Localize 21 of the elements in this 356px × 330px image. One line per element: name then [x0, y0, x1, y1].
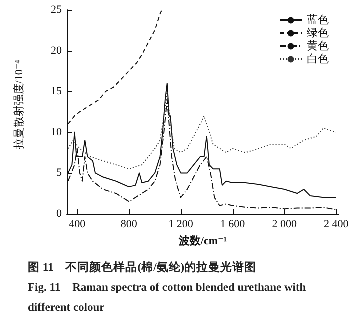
x-axis-title: 波数/cm⁻¹ [178, 234, 228, 248]
y-tick-label: 0 [56, 208, 62, 220]
line-series [68, 91, 337, 170]
x-tick-label: 400 [69, 218, 86, 230]
x-tick-label: 2 400 [324, 218, 350, 230]
caption: 图 11 不同颜色样品(棉/氨纶)的拉曼光谱图 [28, 260, 257, 274]
legend-label: 绿色 [307, 28, 329, 40]
legend-label: 白色 [307, 54, 329, 66]
y-tick-label: 10 [51, 126, 62, 138]
caption: Fig. 11 Raman spectra of cotton blended urethane with different colour [28, 282, 310, 314]
y-axis-title: 拉曼散射强度/10⁻⁴ [12, 60, 26, 150]
y-tick-label: 5 [56, 167, 62, 180]
y-tick-label: 15 [51, 86, 62, 98]
x-tick-label: 800 [120, 218, 138, 230]
x-tick-label: 2 000 [272, 218, 298, 230]
y-tick-label: 20 [51, 44, 62, 57]
legend-label: 蓝色 [307, 14, 329, 26]
x-tick-label: 1 200 [168, 218, 194, 230]
x-tick-label: 1 600 [220, 218, 246, 230]
legend-label: 黄色 [307, 40, 329, 52]
y-tick-label: 25 [51, 4, 62, 16]
